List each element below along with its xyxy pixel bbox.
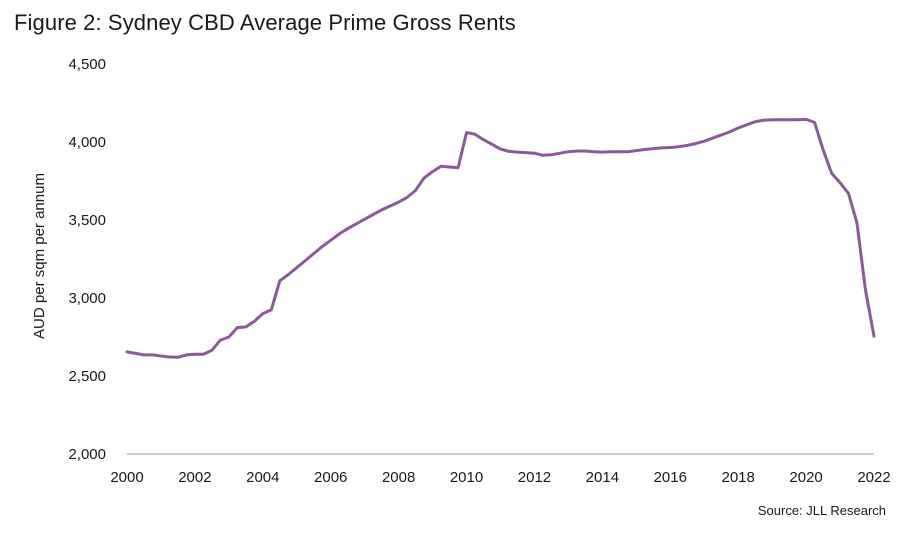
y-tick-label: 4,000 (68, 134, 106, 151)
y-tick-labels: 2,000 2,500 3,000 3,500 4,000 4,500 (68, 56, 106, 463)
source-note: Source: JLL Research (757, 503, 886, 518)
y-tick-label: 3,000 (68, 290, 106, 307)
chart-title: Figure 2: Sydney CBD Average Prime Gross… (14, 10, 516, 35)
x-tick-label: 2022 (857, 469, 890, 486)
x-tick-label: 2016 (654, 469, 687, 486)
x-tick-label: 2010 (450, 469, 483, 486)
x-tick-label: 2006 (314, 469, 347, 486)
x-tick-label: 2008 (382, 469, 415, 486)
y-tick-label: 4,500 (68, 56, 106, 73)
y-tick-label: 2,000 (68, 446, 106, 463)
x-tick-labels: 2000 2002 2004 2006 2008 2010 2012 2014 2016 2018… (110, 469, 890, 486)
x-tick-label: 2004 (246, 469, 279, 486)
x-tick-label: 2002 (178, 469, 211, 486)
x-tick-label: 2000 (110, 469, 143, 486)
x-tick-label: 2014 (586, 469, 619, 486)
x-tick-label: 2012 (518, 469, 551, 486)
x-tick-label: 2018 (721, 469, 754, 486)
y-axis-title: AUD per sqm per annum (31, 173, 48, 339)
series-line (125, 117, 876, 359)
series-group (125, 117, 876, 359)
y-tick-label: 2,500 (68, 368, 106, 385)
x-tick-label: 2020 (789, 469, 822, 486)
y-tick-label: 3,500 (68, 212, 106, 229)
y-axis-title-group: AUD per sqm per annum (31, 173, 48, 339)
